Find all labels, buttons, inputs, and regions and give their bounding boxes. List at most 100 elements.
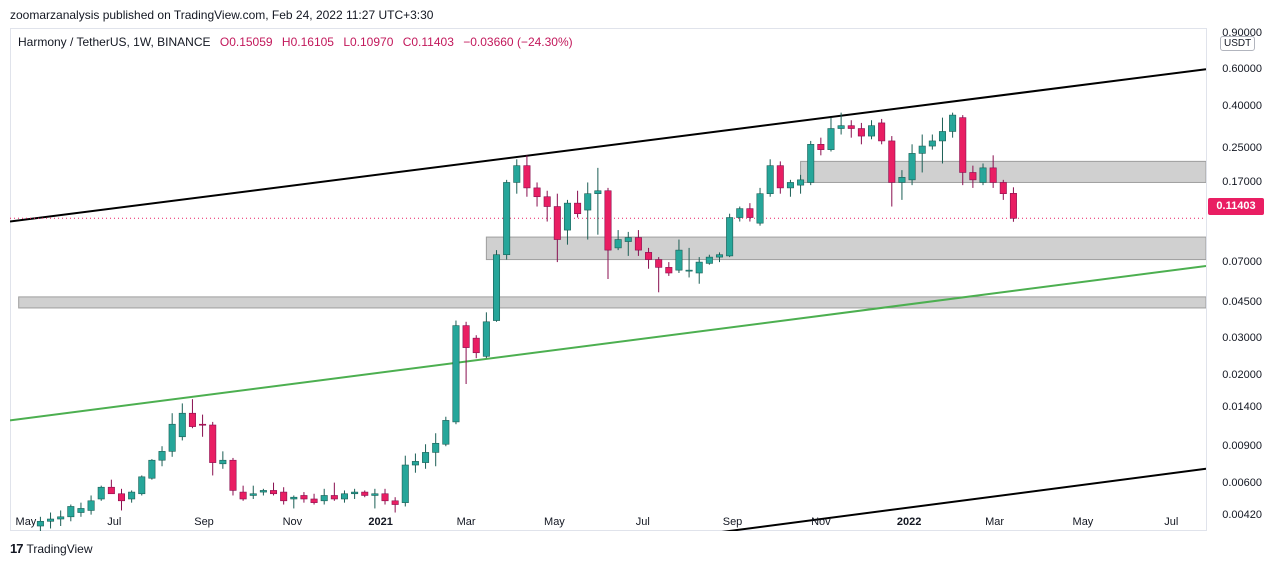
candle-body bbox=[695, 261, 703, 274]
candle-body bbox=[381, 493, 389, 502]
time-tick: May bbox=[1072, 516, 1094, 528]
candle-body bbox=[290, 496, 298, 500]
time-tick: May bbox=[15, 516, 37, 528]
candle-body bbox=[391, 500, 399, 505]
candle-body bbox=[168, 423, 176, 452]
candle-body bbox=[158, 451, 166, 461]
time-tick: 2021 bbox=[368, 516, 393, 528]
candle-body bbox=[340, 493, 348, 500]
candle-body bbox=[807, 144, 815, 183]
candle-body bbox=[259, 490, 267, 493]
candle-body bbox=[857, 128, 865, 137]
chart-frame bbox=[10, 28, 1206, 531]
candle-body bbox=[128, 491, 136, 500]
ohlc-high: H0.16105 bbox=[281, 35, 334, 49]
candle-body bbox=[432, 442, 440, 453]
candle-body bbox=[665, 267, 673, 274]
time-tick: Jul bbox=[107, 516, 122, 528]
candle-body bbox=[776, 165, 784, 189]
candle-body bbox=[178, 412, 186, 438]
trendline-channel-bottom bbox=[721, 467, 1206, 531]
candle-body bbox=[837, 125, 845, 129]
price-tick: 0.17000 bbox=[1222, 176, 1262, 189]
price-axis[interactable]: 0.90000 0.60000 0.40000 0.25000 0.17000 0.070… bbox=[1206, 26, 1280, 531]
candle-body bbox=[97, 486, 105, 500]
candlestick-chart[interactable] bbox=[10, 28, 1206, 531]
ohlc-close: C0.11403 bbox=[402, 35, 454, 49]
candle-body bbox=[847, 125, 855, 129]
candle-body bbox=[300, 495, 308, 500]
time-tick: Nov bbox=[282, 516, 303, 528]
candle-body bbox=[766, 165, 774, 194]
candle-body bbox=[320, 495, 328, 502]
time-tick: Mar bbox=[985, 516, 1005, 528]
candle-body bbox=[533, 187, 541, 198]
last-price-label: 0.11403 bbox=[1208, 198, 1264, 215]
time-tick: Jul bbox=[635, 516, 650, 528]
candle-body bbox=[634, 237, 642, 251]
candle-body bbox=[928, 140, 936, 147]
candle-body bbox=[57, 516, 65, 520]
candle-body bbox=[219, 459, 227, 465]
symbol-legend: Harmony / TetherUS, 1W, BINANCE O0.15059… bbox=[18, 35, 573, 49]
publisher-header: zoomarzanalysis published on TradingView… bbox=[10, 8, 434, 22]
candle-body bbox=[604, 190, 612, 251]
candle-body bbox=[655, 259, 663, 268]
candle-body bbox=[270, 490, 278, 495]
time-tick: Sep bbox=[722, 516, 743, 528]
candle-body bbox=[138, 476, 146, 495]
candle-body bbox=[645, 252, 653, 260]
currency-unit-badge[interactable]: USDT bbox=[1220, 36, 1256, 51]
candle-body bbox=[726, 217, 734, 257]
price-tick: 0.01400 bbox=[1222, 400, 1262, 413]
candle-body bbox=[675, 249, 683, 271]
candle-body bbox=[107, 486, 115, 495]
candle-body bbox=[898, 177, 906, 183]
candle-body bbox=[209, 424, 217, 463]
candle-body bbox=[685, 269, 693, 272]
candle-body bbox=[452, 325, 460, 423]
candle-body bbox=[371, 493, 379, 496]
tradingview-logo[interactable]: 17 TradingView bbox=[10, 541, 93, 556]
candle-body bbox=[543, 196, 551, 207]
brand-name: TradingView bbox=[26, 541, 93, 556]
candle-body bbox=[999, 182, 1007, 194]
symbol-name[interactable]: Harmony / TetherUS, 1W, BINANCE bbox=[18, 35, 211, 49]
trendline-channel-top bbox=[10, 68, 1206, 223]
candle-body bbox=[715, 254, 723, 258]
zone-box bbox=[18, 296, 1206, 309]
candle-body bbox=[229, 459, 237, 491]
candle-body bbox=[624, 237, 632, 242]
candle-body bbox=[553, 206, 561, 240]
ohlc-low: L0.10970 bbox=[343, 35, 394, 49]
candle-body bbox=[705, 256, 713, 264]
price-tick: 0.00600 bbox=[1222, 476, 1262, 489]
candle-body bbox=[878, 122, 886, 142]
candle-body bbox=[868, 125, 876, 137]
candle-body bbox=[472, 337, 480, 354]
candle-body bbox=[493, 254, 501, 321]
candle-body bbox=[67, 506, 75, 518]
price-tick: 0.40000 bbox=[1222, 99, 1262, 112]
trendline-support bbox=[10, 265, 1206, 422]
candle-body bbox=[969, 172, 977, 181]
candle-body bbox=[949, 114, 957, 132]
candle-body bbox=[908, 153, 916, 181]
candle-body bbox=[989, 167, 997, 183]
time-axis[interactable]: May Jul Sep Nov 2021 Mar May Jul Sep Nov 2022 Mar Ma… bbox=[10, 516, 1206, 551]
candle-body bbox=[401, 464, 409, 503]
price-tick: 0.90000 bbox=[1222, 26, 1262, 39]
zone-box bbox=[485, 236, 1206, 261]
candle-body bbox=[888, 140, 896, 183]
candle-body bbox=[47, 518, 55, 522]
time-tick: Mar bbox=[456, 516, 476, 528]
candle-body bbox=[280, 491, 288, 502]
candle-body bbox=[584, 193, 592, 211]
candle-body bbox=[361, 491, 369, 496]
candle-body bbox=[117, 493, 125, 502]
zone-box bbox=[800, 160, 1206, 183]
candle-body bbox=[594, 190, 602, 194]
candle-body bbox=[574, 202, 582, 215]
candle-body bbox=[330, 495, 338, 500]
candle-body bbox=[797, 179, 805, 186]
